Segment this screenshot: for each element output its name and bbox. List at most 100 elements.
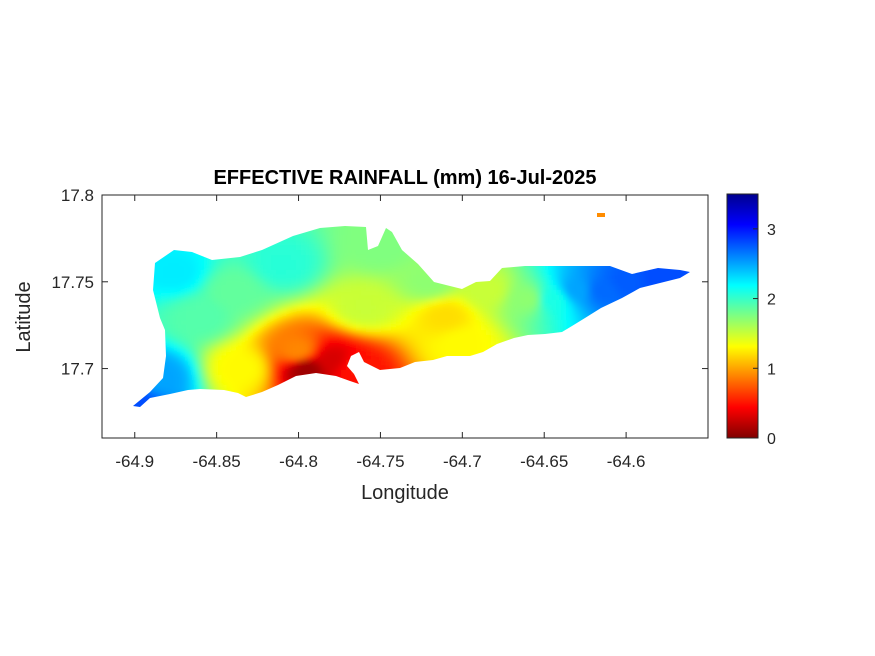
field-cell (286, 280, 292, 286)
field-cell (406, 335, 412, 341)
field-cell (316, 365, 322, 371)
field-cell (216, 380, 222, 386)
field-cell (156, 285, 162, 291)
field-cell (551, 320, 557, 326)
field-cell (311, 350, 317, 356)
field-cell (291, 295, 297, 301)
field-cell (331, 285, 337, 291)
field-cell (201, 290, 207, 296)
field-cell (446, 305, 452, 311)
field-cell (401, 265, 407, 271)
field-cell (221, 325, 227, 331)
field-cell (526, 270, 532, 276)
field-cell (171, 300, 177, 306)
field-cell (556, 310, 562, 316)
field-cell (251, 305, 257, 311)
field-cell (401, 255, 407, 261)
field-cell (206, 290, 212, 296)
field-cell (506, 290, 512, 296)
field-cell (506, 270, 512, 276)
field-cell (326, 345, 332, 351)
field-cell (181, 365, 187, 371)
field-cell (176, 360, 182, 366)
field-cell (291, 305, 297, 311)
field-cell (476, 300, 482, 306)
field-cell (546, 300, 552, 306)
field-cell (206, 340, 212, 346)
field-cell (301, 320, 307, 326)
field-cell (221, 300, 227, 306)
field-cell (401, 320, 407, 326)
field-cell (381, 245, 387, 251)
field-cell (326, 265, 332, 271)
field-cell (226, 380, 232, 386)
field-cell (281, 255, 287, 261)
field-cell (246, 355, 252, 361)
field-cell (411, 355, 417, 361)
field-cell (296, 350, 302, 356)
field-cell (171, 330, 177, 336)
field-cell (496, 275, 502, 281)
field-cell (376, 275, 382, 281)
field-cell (371, 330, 377, 336)
colorbar-tick-label: 2 (767, 292, 776, 309)
field-cell (381, 325, 387, 331)
field-cell (576, 310, 582, 316)
field-cell (281, 270, 287, 276)
field-cell (546, 275, 552, 281)
field-cell (311, 260, 317, 266)
field-cell (181, 360, 187, 366)
field-cell (351, 245, 357, 251)
field-cell (331, 270, 337, 276)
field-cell (406, 295, 412, 301)
field-cell (191, 250, 197, 256)
field-cell (296, 235, 302, 241)
field-cell (581, 290, 587, 296)
field-cell (226, 285, 232, 291)
field-cell (221, 290, 227, 296)
field-cell (486, 290, 492, 296)
field-cell (216, 355, 222, 361)
field-cell (526, 305, 532, 311)
field-cell (311, 320, 317, 326)
field-cell (241, 365, 247, 371)
field-cell (521, 320, 527, 326)
field-cell (311, 280, 317, 286)
field-cell (556, 285, 562, 291)
field-cell (521, 275, 527, 281)
field-cell (376, 340, 382, 346)
field-cell (251, 310, 257, 316)
field-cell (216, 340, 222, 346)
field-cell (211, 310, 217, 316)
field-cell (316, 315, 322, 321)
field-cell (506, 300, 512, 306)
field-cell (361, 280, 367, 286)
field-cell (226, 310, 232, 316)
field-cell (266, 270, 272, 276)
field-cell (256, 380, 262, 386)
field-cell (436, 335, 442, 341)
field-cell (161, 280, 167, 286)
field-cell (536, 300, 542, 306)
field-cell (386, 255, 392, 261)
field-cell (381, 260, 387, 266)
field-cell (201, 375, 207, 381)
field-cell (176, 275, 182, 281)
field-cell (311, 305, 317, 311)
field-cell (626, 290, 632, 296)
field-cell (296, 285, 302, 291)
field-cell (176, 255, 182, 261)
field-cell (321, 320, 327, 326)
field-cell (176, 355, 182, 361)
field-cell (176, 290, 182, 296)
field-cell (346, 230, 352, 236)
field-cell (156, 380, 162, 386)
field-cell (186, 265, 192, 271)
field-cell (291, 325, 297, 331)
field-cell (246, 260, 252, 266)
field-cell (396, 250, 402, 256)
field-cell (506, 295, 512, 301)
field-cell (226, 350, 232, 356)
field-cell (376, 300, 382, 306)
